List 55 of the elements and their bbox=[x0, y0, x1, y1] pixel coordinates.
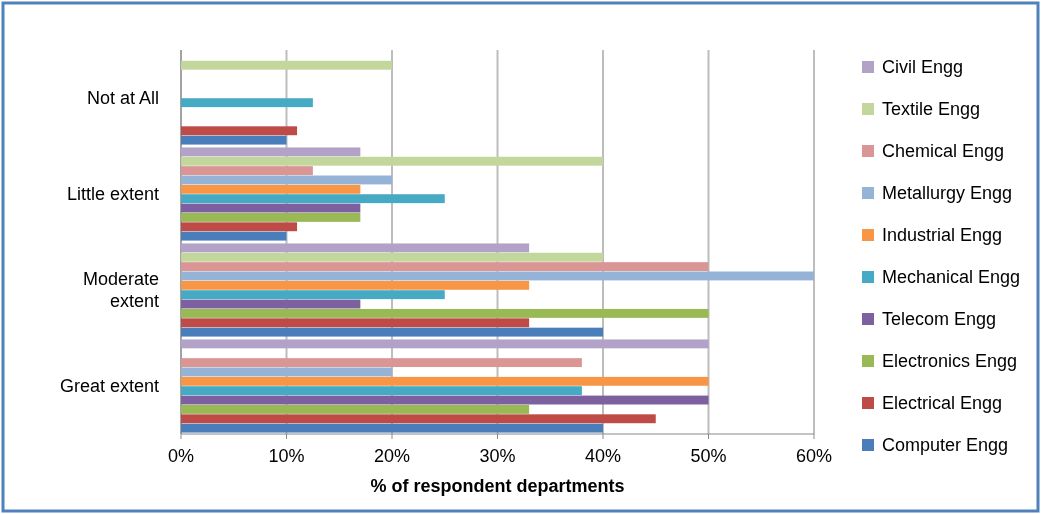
legend-label: Mechanical Engg bbox=[882, 267, 1021, 287]
bar bbox=[181, 404, 530, 414]
legend-label: Civil Engg bbox=[882, 57, 964, 77]
x-tick-label: 30% bbox=[479, 446, 516, 466]
y-tick-label: Little extent bbox=[66, 184, 159, 204]
bar bbox=[181, 280, 530, 290]
bar bbox=[181, 339, 709, 349]
bar bbox=[181, 318, 530, 328]
bar bbox=[181, 126, 298, 136]
x-tick-label: 60% bbox=[795, 446, 833, 466]
bar bbox=[181, 327, 603, 337]
legend-label: Chemical Engg bbox=[882, 141, 1005, 161]
bar bbox=[181, 175, 392, 185]
bar bbox=[181, 414, 656, 424]
bar bbox=[181, 299, 361, 309]
x-axis-title: % of respondent departments bbox=[370, 476, 625, 496]
legend-label: Industrial Engg bbox=[882, 225, 1003, 245]
y-tick-label: Not at All bbox=[86, 88, 159, 108]
bar bbox=[181, 231, 287, 241]
bar bbox=[181, 367, 392, 377]
x-tick-label: 20% bbox=[373, 446, 411, 466]
bar bbox=[181, 395, 709, 405]
bar bbox=[181, 423, 603, 433]
y-tick-label: Great extent bbox=[59, 376, 159, 396]
bar bbox=[181, 271, 814, 281]
y-tick-label: Moderate extent bbox=[82, 269, 159, 311]
bar bbox=[181, 252, 603, 262]
bar bbox=[181, 358, 582, 368]
legend-label: Electronics Engg bbox=[882, 351, 1018, 371]
x-tick-label: 40% bbox=[584, 446, 622, 466]
bar bbox=[181, 262, 709, 272]
x-tick-label: 10% bbox=[268, 446, 305, 466]
legend-label: Textile Engg bbox=[882, 99, 981, 119]
bar bbox=[181, 222, 298, 232]
bar bbox=[181, 147, 361, 157]
bar bbox=[181, 184, 361, 194]
bar bbox=[181, 243, 530, 253]
bar bbox=[181, 135, 287, 145]
legend-label: Telecom Engg bbox=[882, 309, 997, 329]
bar bbox=[181, 194, 445, 204]
x-tick-label: 0% bbox=[167, 446, 195, 466]
legend-label: Electrical Engg bbox=[882, 393, 1003, 413]
bar bbox=[181, 60, 392, 70]
legend-label: Metallurgy Engg bbox=[882, 183, 1013, 203]
bar bbox=[181, 290, 445, 300]
bar bbox=[181, 98, 313, 108]
bar bbox=[181, 376, 709, 386]
bar bbox=[181, 308, 709, 318]
bar bbox=[181, 212, 361, 222]
bar bbox=[181, 156, 603, 166]
x-tick-label: 50% bbox=[690, 446, 727, 466]
legend-label: Computer Engg bbox=[882, 435, 1009, 455]
bar bbox=[181, 203, 361, 213]
bar bbox=[181, 166, 313, 176]
bar bbox=[181, 386, 582, 396]
